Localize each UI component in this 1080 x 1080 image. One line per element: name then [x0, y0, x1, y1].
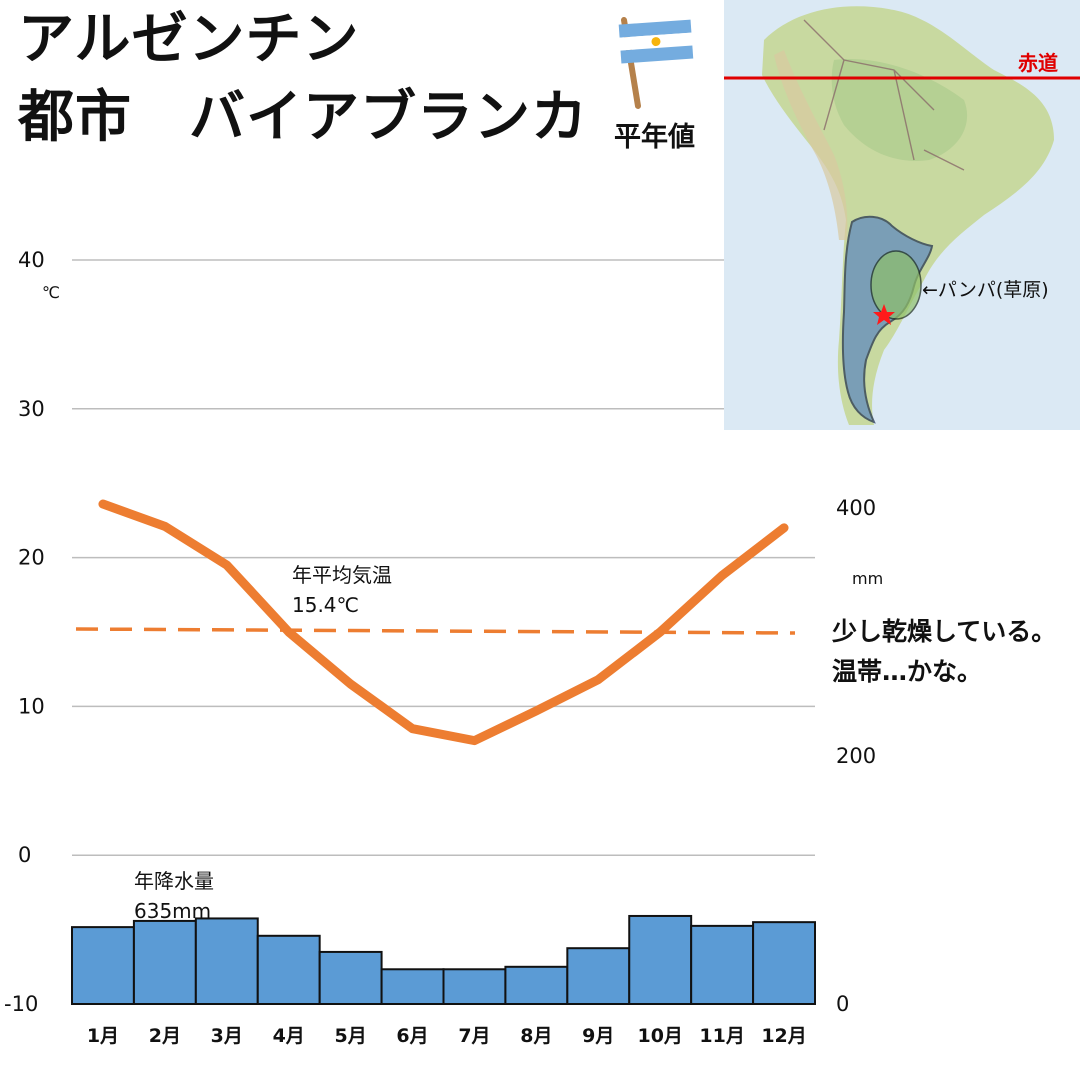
precip-bar [442, 968, 507, 1006]
month-label: 7月 [458, 1025, 490, 1047]
precip-bar [132, 919, 197, 1005]
left-axis-tick: -10 [4, 992, 38, 1016]
month-label: 10月 [637, 1025, 682, 1047]
remark-temperate: 温帯…かな。 [832, 657, 983, 686]
precip-bar [752, 921, 816, 1005]
right-axis-tick: 0 [836, 992, 849, 1016]
annual-mean-temp-line [75, 627, 796, 635]
left-axis-unit: ℃ [42, 283, 60, 302]
left-axis-tick: 40 [18, 248, 45, 272]
right-axis-tick: 400 [836, 496, 876, 520]
month-label: 6月 [396, 1025, 428, 1047]
precip-bar [71, 926, 135, 1005]
city-title: 都市 バイアブランカ [18, 85, 588, 150]
country-title: アルゼンチン [18, 7, 360, 72]
precip-bar [566, 947, 631, 1006]
precip-bar [194, 917, 259, 1005]
left-axis-tick: 30 [18, 397, 45, 421]
south-america-map: 赤道 ←パンパ(草原) [724, 0, 1080, 430]
month-label: 8月 [520, 1025, 552, 1047]
normal-values-label: 平年値 [614, 122, 695, 153]
month-label: 4月 [273, 1025, 305, 1047]
month-label: 1月 [87, 1025, 119, 1047]
month-label: 12月 [761, 1025, 806, 1047]
precip-bar [318, 950, 383, 1005]
equator-label: 赤道 [1018, 51, 1058, 75]
month-label: 5月 [335, 1025, 367, 1047]
annual-mean-temp-value: 15.4℃ [292, 593, 359, 617]
annual-mean-temp-label: 年平均気温 [292, 563, 392, 587]
left-axis-tick: 20 [18, 546, 45, 570]
month-label: 2月 [149, 1025, 181, 1047]
left-axis-tick: 0 [18, 843, 31, 867]
precip-bar [256, 934, 321, 1005]
right-axis-unit: mm [852, 569, 883, 588]
pampa-label: ←パンパ(草原) [922, 279, 1049, 301]
precip-bar [380, 968, 445, 1006]
month-label: 9月 [582, 1025, 614, 1047]
month-label: 3月 [211, 1025, 243, 1047]
temperature-line [98, 499, 789, 746]
annual-precip-value: 635mm [134, 899, 211, 923]
right-axis-tick: 200 [836, 744, 876, 768]
annual-precip-label: 年降水量 [134, 869, 214, 893]
remark-dry: 少し乾燥している。 [832, 617, 1057, 646]
precip-bar [628, 914, 693, 1006]
argentina-flag-icon [612, 14, 702, 114]
precip-bar [504, 965, 569, 1005]
precip-bar [690, 924, 755, 1006]
month-label: 11月 [699, 1025, 744, 1047]
left-axis-tick: 10 [18, 694, 45, 718]
